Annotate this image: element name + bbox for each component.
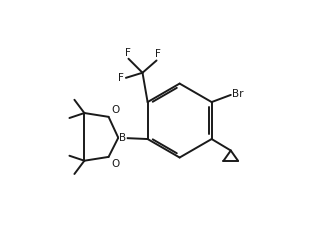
Text: F: F bbox=[125, 48, 131, 58]
Text: O: O bbox=[111, 105, 119, 115]
Text: Br: Br bbox=[232, 89, 244, 99]
Text: F: F bbox=[117, 73, 123, 83]
Text: B: B bbox=[119, 133, 126, 143]
Text: F: F bbox=[155, 49, 161, 59]
Text: O: O bbox=[111, 159, 119, 169]
